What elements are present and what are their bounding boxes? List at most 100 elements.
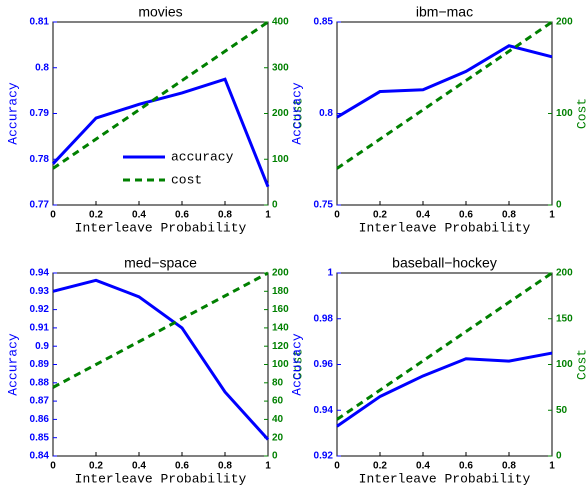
y-tick-label: 0.85 — [314, 17, 334, 28]
y2-axis-label: Cost — [574, 98, 588, 129]
y2-tick-label: 180 — [272, 286, 289, 297]
y-tick-label: 0.81 — [30, 17, 50, 28]
x-tick-label: 0.8 — [218, 210, 232, 221]
y2-tick-label: 120 — [272, 341, 289, 352]
x-tick-label: 0.2 — [373, 461, 387, 472]
y-tick-label: 0.77 — [30, 200, 50, 211]
y2-tick-label: 40 — [272, 414, 284, 425]
x-tick-label: 0 — [334, 461, 340, 472]
y-tick-label: 0.8 — [35, 62, 49, 73]
x-axis-label: Interleave Probability — [359, 220, 531, 235]
y-tick-label: 0.84 — [30, 451, 50, 462]
y2-tick-label: 200 — [272, 268, 289, 279]
x-tick-label: 0 — [50, 210, 56, 221]
y2-tick-label: 0 — [556, 451, 562, 462]
x-tick-label: 0.8 — [218, 461, 232, 472]
x-tick-label: 1 — [265, 210, 271, 221]
line-series — [52, 20, 269, 170]
y-tick-label: 0.93 — [30, 286, 50, 297]
x-axis-label: Interleave Probability — [75, 471, 247, 486]
y2-tick-label: 20 — [272, 432, 284, 443]
x-tick-label: 0.8 — [502, 461, 516, 472]
x-tick-label: 0.6 — [459, 461, 473, 472]
y-axis-label: Accuracy — [5, 333, 20, 396]
x-tick-label: 0.4 — [416, 461, 430, 472]
x-tick-label: 0.6 — [459, 210, 473, 221]
y-tick-label: 0.87 — [30, 396, 50, 407]
y-tick-label: 0.88 — [30, 377, 50, 388]
y2-tick-label: 300 — [272, 62, 289, 73]
y-tick-label: 0.96 — [314, 359, 334, 370]
chart-title: med−space — [124, 255, 197, 271]
y-axis-label: Accuracy — [289, 82, 304, 145]
y2-tick-label: 100 — [556, 108, 573, 119]
plot-area — [336, 272, 553, 457]
y2-tick-label: 160 — [272, 304, 289, 315]
x-tick-label: 0.4 — [132, 461, 146, 472]
line-series — [336, 20, 553, 170]
y-tick-label: 0.94 — [30, 268, 50, 279]
y-axis-label: Accuracy — [5, 82, 20, 145]
y2-axis-label: Cost — [290, 98, 305, 129]
plot-area — [336, 21, 553, 206]
y-tick-label: 0.75 — [314, 200, 334, 211]
y2-tick-label: 0 — [272, 451, 278, 462]
y2-tick-label: 200 — [272, 108, 289, 119]
chart-title: movies — [138, 4, 182, 20]
y-tick-label: 0.86 — [30, 414, 50, 425]
y2-tick-label: 0 — [556, 200, 562, 211]
y2-tick-label: 100 — [272, 154, 289, 165]
y-tick-label: 0.8 — [319, 108, 333, 119]
subplot: med−space 0 0.2 0.4 0.6 0.8 1 0.84 0.85 0.86 0.87 0… — [5, 255, 305, 487]
legend-label: accuracy — [171, 149, 234, 164]
plot-area — [52, 21, 269, 206]
y-tick-label: 0.98 — [314, 313, 334, 324]
line-series — [52, 278, 270, 441]
x-tick-label: 0.2 — [89, 461, 103, 472]
legend-label: cost — [171, 172, 202, 187]
y2-tick-label: 100 — [272, 359, 289, 370]
y2-tick-label: 80 — [272, 377, 284, 388]
x-tick-label: 1 — [549, 461, 555, 472]
y-tick-label: 0.89 — [30, 359, 50, 370]
y2-tick-label: 60 — [272, 396, 284, 407]
y2-tick-label: 400 — [272, 17, 289, 28]
y2-tick-label: 150 — [556, 313, 573, 324]
x-tick-label: 0.2 — [89, 210, 103, 221]
y-tick-label: 1 — [327, 268, 333, 279]
y-tick-label: 0.92 — [314, 451, 334, 462]
x-tick-label: 0.2 — [373, 210, 387, 221]
x-tick-label: 1 — [265, 461, 271, 472]
plot-area — [52, 272, 269, 457]
subplot: baseball−hockey 0 0.2 0.4 0.6 0.8 1 0.92 0.94 0.9… — [289, 255, 588, 487]
x-tick-label: 0.8 — [502, 210, 516, 221]
x-axis-label: Interleave Probability — [359, 471, 531, 486]
y-tick-label: 0.94 — [314, 405, 334, 416]
line-series — [336, 271, 553, 421]
y-tick-label: 0.79 — [30, 108, 50, 119]
x-tick-label: 0.6 — [175, 461, 189, 472]
y2-tick-label: 0 — [272, 200, 278, 211]
chart-title: baseball−hockey — [392, 255, 497, 271]
y-axis-label: Accuracy — [289, 333, 304, 396]
x-axis-label: Interleave Probability — [75, 220, 247, 235]
x-tick-label: 1 — [549, 210, 555, 221]
y2-tick-label: 200 — [556, 17, 573, 28]
y2-tick-label: 50 — [556, 405, 568, 416]
x-tick-label: 0.4 — [416, 210, 430, 221]
y-tick-label: 0.91 — [30, 323, 50, 334]
y2-axis-label: Cost — [574, 349, 588, 380]
y-tick-label: 0.92 — [30, 304, 50, 315]
line-series — [52, 271, 269, 389]
y2-axis-label: Cost — [290, 349, 305, 380]
y-tick-label: 0.9 — [35, 341, 49, 352]
y2-tick-label: 200 — [556, 268, 573, 279]
x-tick-label: 0 — [50, 461, 56, 472]
x-tick-label: 0.6 — [175, 210, 189, 221]
x-tick-label: 0 — [334, 210, 340, 221]
subplot: ibm−mac 0 0.2 0.4 0.6 0.8 1 0.75 0.8 0.85 0 100 200 I… — [289, 4, 588, 236]
line-series — [51, 77, 270, 188]
